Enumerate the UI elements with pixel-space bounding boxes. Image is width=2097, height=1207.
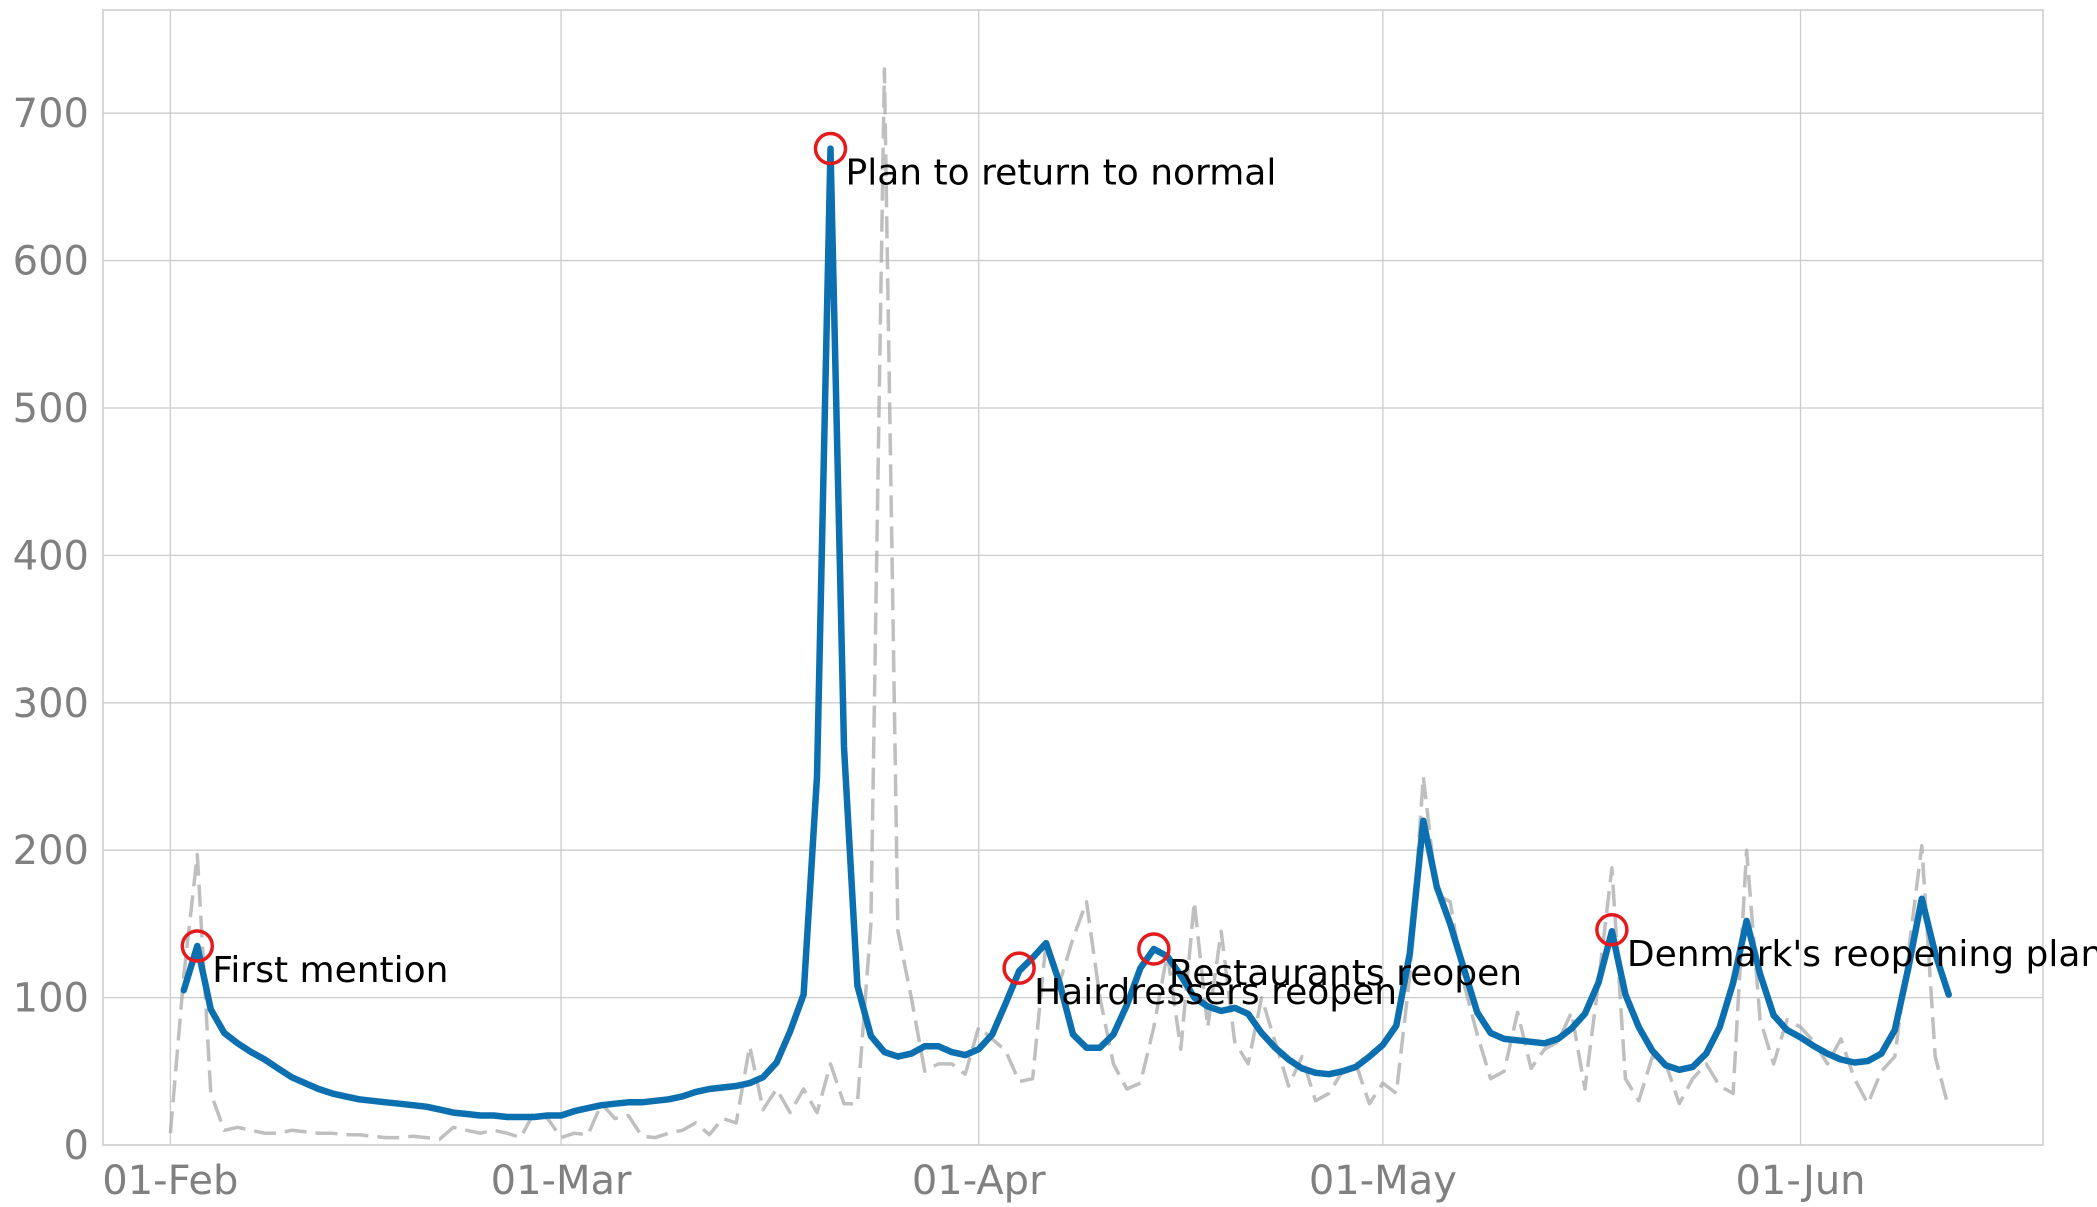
y-tick-label: 500 [13, 386, 89, 432]
annotation-label: First mention [212, 950, 448, 991]
annotation-marker [813, 131, 848, 166]
x-axis-ticks: 01-Feb 01-Mar 01-Apr 01-May 01-Jun [102, 1158, 1865, 1204]
y-tick-label: 0 [64, 1123, 89, 1169]
x-tick-label: 01-Jun [1735, 1158, 1865, 1204]
y-tick-label: 600 [13, 239, 89, 285]
y-tick-label: 700 [13, 91, 89, 137]
annotation-label: Hairdressers reopen [1034, 972, 1397, 1013]
annotation-marker [180, 929, 215, 963]
y-tick-label: 200 [13, 828, 89, 874]
y-tick-label: 300 [13, 681, 89, 727]
y-tick-label: 400 [13, 533, 89, 579]
annotations: First mention Plan to return to normal Hai… [180, 131, 2097, 1013]
x-tick-label: 01-Feb [102, 1158, 238, 1204]
grid [103, 10, 2043, 1146]
smoothed-series-line [180, 145, 1952, 1121]
smoothed-series [180, 145, 1952, 1121]
annotation-marker [1137, 932, 1171, 966]
annotation-label: Plan to return to normal [846, 153, 1277, 194]
y-tick-label: 100 [13, 976, 89, 1022]
annotation-marker [1002, 951, 1036, 985]
x-tick-label: 01-Apr [912, 1158, 1046, 1204]
plot-frame [102, 9, 2044, 1146]
annotation-marker [1595, 913, 1629, 947]
x-tick-label: 01-May [1309, 1158, 1457, 1204]
x-tick-label: 01-Mar [491, 1158, 632, 1204]
annotation-label: Restaurants reopen [1169, 953, 1522, 994]
y-axis-ticks: 0 100 200 300 400 500 600 700 [13, 91, 89, 1169]
annotation-label: Denmark's reopening plan [1627, 934, 2097, 975]
